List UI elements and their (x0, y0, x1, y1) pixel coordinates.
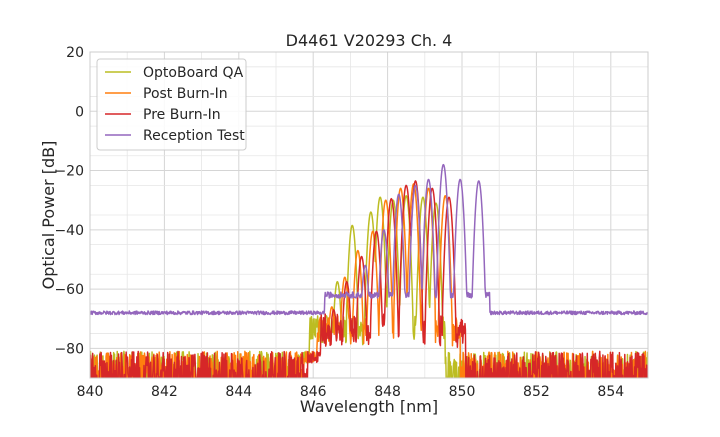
legend: OptoBoard QA Post Burn-In Pre Burn-In Recep… (96, 58, 247, 151)
series-line-reception-test (90, 163, 648, 316)
x-tick-label: 846 (300, 384, 327, 400)
x-tick-label: 848 (374, 384, 401, 400)
x-tick-label: 852 (523, 384, 550, 400)
legend-label: Pre Burn-In (143, 107, 221, 123)
y-tick-label: −20 (54, 164, 84, 180)
legend-label: Reception Test (143, 128, 245, 144)
x-tick-label: 850 (449, 384, 476, 400)
plot-frame (89, 51, 649, 379)
y-tick-label: 20 (66, 45, 84, 61)
x-axis-label: Wavelength [nm] (300, 397, 438, 416)
x-tick-labels: 840 842 844 846 848 850 852 854 (77, 384, 625, 400)
chart-title: D4461 V20293 Ch. 4 (286, 31, 453, 50)
legend-label: Post Burn-In (143, 86, 228, 102)
series-line-pre-burn-in (90, 180, 648, 378)
y-tick-label: −60 (54, 282, 84, 298)
x-tick-label: 840 (77, 384, 104, 400)
legend-label: OptoBoard QA (143, 65, 244, 81)
y-tick-label: −40 (54, 223, 84, 239)
y-tick-label: −80 (54, 341, 84, 357)
x-tick-label: 854 (597, 384, 624, 400)
legend-box (96, 58, 247, 151)
x-tick-label: 844 (225, 384, 252, 400)
series-layer (90, 163, 648, 378)
y-tick-labels: 20 0 −20 −40 −60 −80 (54, 45, 84, 357)
y-tick-label: 0 (75, 104, 84, 120)
y-axis-label: Optical Power [dB] (39, 141, 58, 290)
legend-items: OptoBoard QA Post Burn-In Pre Burn-In Recep… (105, 65, 245, 144)
x-tick-label: 842 (151, 384, 178, 400)
